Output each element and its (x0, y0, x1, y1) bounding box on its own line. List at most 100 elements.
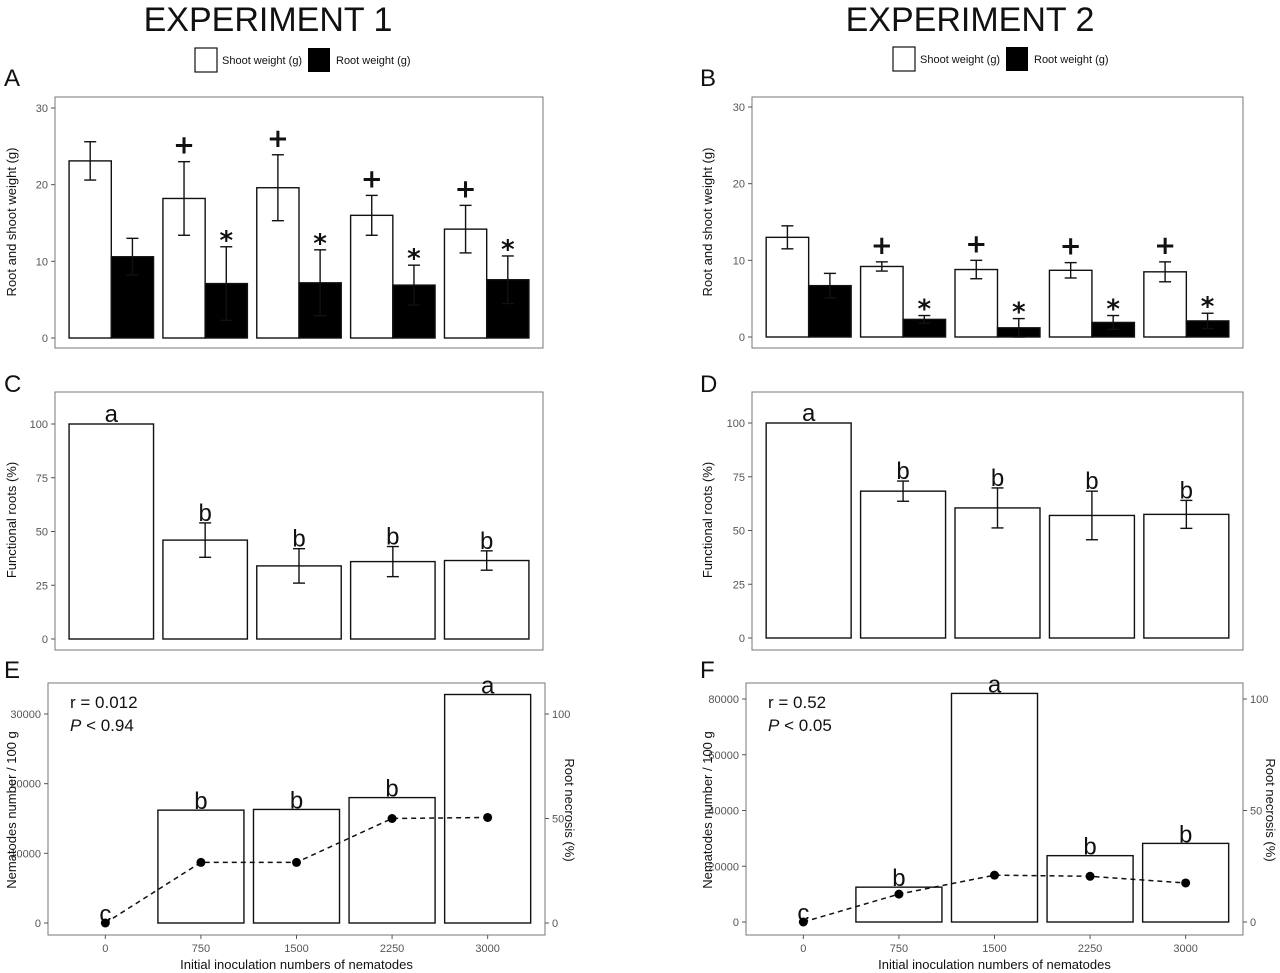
legend-swatch-root (308, 48, 330, 72)
shoot-bar (765, 236, 810, 338)
x-tick-label: 1500 (284, 943, 308, 955)
significance-letter: b (896, 458, 909, 485)
significance-letter: b (385, 776, 398, 803)
y-tick-label: 10 (733, 255, 745, 267)
functional-roots-bar (859, 490, 947, 639)
shoot-bar (68, 160, 113, 339)
significance-letter: b (1083, 834, 1096, 861)
plot-frame (751, 391, 1244, 651)
p-symbol: P (70, 716, 82, 735)
root-necrosis-point (894, 889, 904, 899)
y-tick-label: 30 (36, 103, 48, 115)
significance-letter: b (292, 526, 305, 553)
y-tick-label: 50 (733, 526, 745, 538)
p-value-text: < 0.94 (81, 716, 133, 735)
y2-tick-label: 0 (1250, 917, 1256, 929)
y2-tick-label: 50 (1250, 806, 1262, 818)
x-tick-label: 750 (192, 943, 210, 955)
y2-axis-label: Root necrosis (%) (562, 758, 577, 861)
x-tick-label: 2250 (1078, 943, 1102, 955)
significance-letter: a (105, 401, 119, 428)
asterisk-marker: * (918, 295, 932, 325)
functional-roots-bar (765, 422, 852, 639)
y-tick-label: 75 (733, 472, 745, 484)
panel-b: B 0 10 20 30 Root and shoot weight (g) + + + + * * *… (700, 65, 1244, 349)
significance-letter: b (194, 788, 207, 815)
p-symbol: P (768, 716, 780, 735)
panel-label: B (700, 65, 716, 92)
significance-letter: a (802, 400, 816, 427)
panel-label: E (4, 657, 20, 684)
legend-swatch-root (1006, 47, 1028, 71)
plot-frame (54, 96, 544, 349)
experiment-1-header: EXPERIMENT 1 (144, 1, 393, 39)
correlation-r: r = 0.52 (768, 693, 826, 712)
shoot-bar (859, 265, 904, 338)
panel-c: C 0 25 50 75 100 Functional roots (%) a b b b b (4, 371, 544, 651)
y-tick-label: 100 (727, 418, 745, 430)
x-axis-label: Initial inoculation numbers of nematodes (180, 957, 413, 972)
asterisk-marker: * (501, 235, 515, 265)
root-necrosis-point (196, 857, 206, 867)
panel-label: C (4, 371, 21, 398)
p-value: P < 0.94 (70, 716, 134, 735)
nematode-bar (1046, 854, 1134, 923)
legend-swatch-shoot (892, 46, 916, 72)
functional-roots-bar (443, 559, 530, 640)
root-necrosis-point (1085, 871, 1095, 881)
plus-marker: + (1060, 232, 1082, 262)
y-tick-label: 0 (35, 918, 41, 930)
x-tick-label: 2250 (380, 943, 404, 955)
experiment-2-header: EXPERIMENT 2 (846, 1, 1095, 39)
y-axis-label: Nematodes number / 100 g (700, 731, 715, 889)
significance-letter: b (480, 528, 493, 555)
y-tick-label: 100 (30, 419, 48, 431)
y2-tick-label: 50 (552, 814, 564, 826)
y2-tick-label: 100 (1250, 694, 1268, 706)
panel-a: A 0 10 20 30 Root and shoot weight (g) + + + + * * *… (4, 65, 544, 349)
plus-marker: + (361, 164, 383, 194)
y-tick-label: 30000 (10, 709, 41, 721)
x-axis-label: Initial inoculation numbers of nematodes (878, 957, 1111, 972)
significance-letter: b (1085, 468, 1098, 495)
nematode-bar (950, 692, 1039, 923)
y-tick-label: 40000 (708, 806, 739, 818)
legend-label-shoot: Shoot weight (g) (222, 55, 302, 67)
significance-letter: b (1180, 477, 1193, 504)
asterisk-marker: * (313, 229, 327, 259)
root-necrosis-point (292, 857, 301, 867)
plus-marker: + (871, 231, 893, 261)
y-tick-label: 50 (36, 527, 48, 539)
legend-label-root: Root weight (g) (1034, 54, 1109, 66)
y-tick-label: 0 (42, 333, 48, 345)
plus-marker: + (267, 124, 289, 154)
root-necrosis-point (387, 814, 397, 823)
y-tick-label: 0 (733, 917, 739, 929)
functional-roots-bar (954, 507, 1041, 639)
significance-letter: a (481, 672, 495, 699)
asterisk-marker: * (219, 226, 233, 256)
functional-roots-bar (1143, 513, 1230, 639)
y-tick-label: 20 (733, 179, 745, 191)
root-necrosis-point (798, 917, 808, 927)
panel-f: F 0 20000 40000 60000 80000 Nematodes number /… (700, 657, 1278, 972)
y-tick-label: 10000 (10, 848, 41, 860)
shoot-bar (1048, 269, 1093, 338)
correlation-r: r = 0.012 (70, 693, 138, 712)
y-tick-label: 0 (42, 634, 48, 646)
functional-roots-bar (68, 423, 155, 640)
panel-label: F (700, 657, 715, 684)
y-tick-label: 20000 (708, 861, 739, 873)
plot-frame (54, 391, 544, 651)
panel-label: A (4, 65, 20, 92)
plus-marker: + (173, 131, 195, 161)
y-axis-label: Nematodes number / 100 g (4, 731, 19, 889)
asterisk-marker: * (1106, 295, 1120, 325)
root-necrosis-line (803, 874, 1186, 923)
y-axis-label: Root and shoot weight (g) (700, 148, 715, 297)
legend-label-root: Root weight (g) (336, 55, 411, 67)
p-value-text: < 0.05 (779, 716, 831, 735)
significance-letter: b (892, 865, 905, 892)
